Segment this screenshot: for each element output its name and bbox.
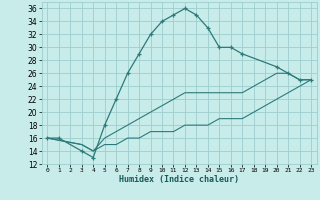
X-axis label: Humidex (Indice chaleur): Humidex (Indice chaleur) <box>119 175 239 184</box>
